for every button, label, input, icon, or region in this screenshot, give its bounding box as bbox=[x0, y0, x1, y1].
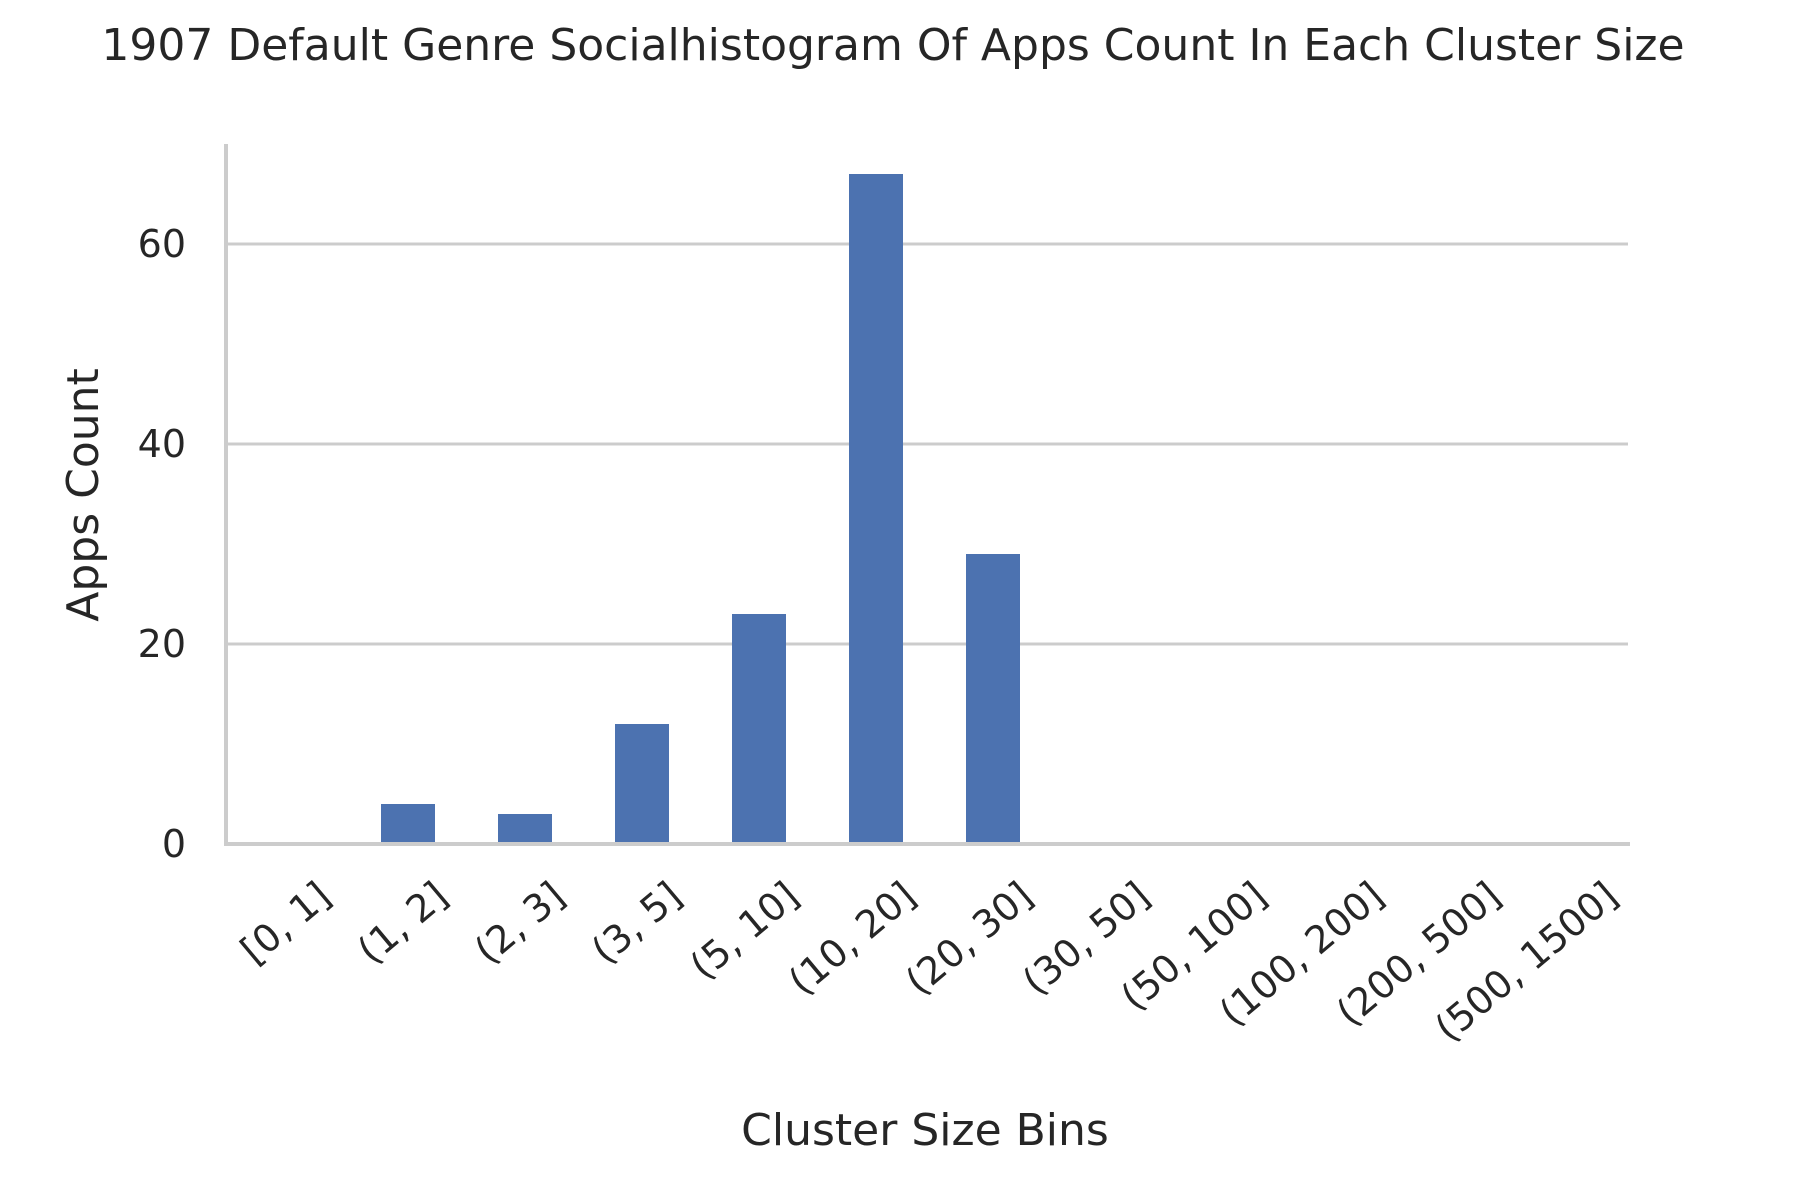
grid-layer bbox=[226, 242, 1628, 646]
bar bbox=[498, 814, 552, 844]
y-axis-label: Apps Count bbox=[58, 368, 109, 622]
x-axis-label: Cluster Size Bins bbox=[741, 1105, 1109, 1156]
x-tick-label: (1, 2] bbox=[349, 873, 456, 972]
bar bbox=[966, 554, 1020, 844]
y-tick-label: 40 bbox=[138, 422, 186, 466]
x-tick-label: (3, 5] bbox=[583, 873, 690, 972]
x-tick-label: (20, 30] bbox=[897, 873, 1041, 1003]
y-tick-label: 0 bbox=[162, 822, 186, 866]
bar bbox=[381, 804, 435, 844]
bar bbox=[615, 724, 669, 844]
chart-title: 1907 Default Genre Socialhistogram Of Ap… bbox=[101, 20, 1684, 71]
x-tick-label: [0, 1] bbox=[232, 873, 339, 972]
bar bbox=[732, 614, 786, 844]
axes-layer bbox=[224, 144, 1630, 846]
bars-layer bbox=[381, 174, 1020, 844]
y-tick-labels: 0 20 40 60 bbox=[138, 222, 186, 866]
bar bbox=[849, 174, 903, 844]
y-tick-label: 20 bbox=[138, 622, 186, 666]
x-tick-label: (10, 20] bbox=[780, 873, 924, 1003]
x-tick-labels: [0, 1] (1, 2] (2, 3] (3, 5](5, 10](10, 20](… bbox=[232, 873, 1626, 1050]
x-tick-label: (2, 3] bbox=[466, 873, 573, 972]
y-tick-label: 60 bbox=[138, 222, 186, 266]
